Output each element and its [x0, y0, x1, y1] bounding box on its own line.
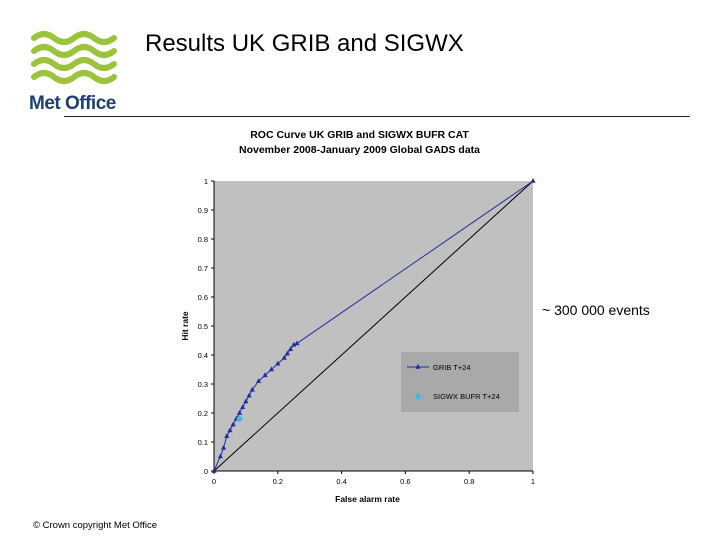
logo-waves-icon — [31, 31, 117, 84]
legend-grib-label: GRIB T+24 — [433, 363, 471, 372]
legend-sigwx-label: SIGWX BUFR T+24 — [433, 392, 500, 401]
copyright-notice: © Crown copyright Met Office — [33, 520, 158, 531]
x-tick-label: 0.2 — [273, 477, 283, 486]
grib-point — [224, 433, 230, 438]
grib-point — [236, 410, 243, 415]
grib-point — [284, 350, 290, 356]
x-tick-label: 0.4 — [336, 477, 346, 486]
chart-title: ROC Curve UK GRIB and SIGWX BUFR CAT — [250, 129, 469, 141]
title-divider — [64, 116, 690, 117]
logo-text: Met Office — [29, 93, 116, 114]
roc-chart: ROC Curve UK GRIB and SIGWX BUFR CAT Nove… — [180, 129, 536, 504]
y-tick-label: 0.7 — [198, 264, 208, 273]
grib-point — [530, 178, 536, 183]
chart-subtitle: November 2008-January 2009 Global GADS d… — [239, 144, 480, 156]
grib-point — [230, 421, 236, 427]
grib-point — [268, 366, 275, 372]
sigwx-point — [236, 415, 244, 423]
grib-point — [246, 392, 252, 398]
y-tick-label: 0.5 — [198, 322, 208, 331]
grib-point — [287, 346, 294, 351]
legend-grib-marker — [415, 364, 421, 369]
legend-sigwx-marker — [414, 393, 422, 400]
y-tick-label: 0.3 — [198, 380, 208, 389]
y-tick-label: 0 — [204, 467, 208, 476]
grib-point — [249, 386, 255, 392]
y-tick-label: 0.4 — [198, 351, 208, 360]
grib-point — [281, 354, 287, 360]
y-tick-label: 0.6 — [198, 293, 208, 302]
met-office-logo — [22, 20, 132, 120]
legend-box — [401, 352, 519, 412]
y-tick-label: 0.1 — [198, 438, 208, 447]
grib-point — [217, 453, 223, 459]
x-tick-label: 0 — [212, 477, 216, 486]
x-axis-label: False alarm rate — [335, 494, 400, 504]
events-annotation: ~ 300 000 events — [542, 302, 650, 318]
y-axis-label: Hit rate — [180, 311, 190, 341]
grib-point — [256, 378, 262, 383]
grib-point — [294, 340, 300, 346]
grib-point — [262, 372, 268, 378]
grib-point — [291, 341, 297, 347]
y-tick-label: 1 — [204, 177, 208, 186]
x-tick-label: 1 — [531, 477, 535, 486]
x-tick-label: 0.8 — [464, 477, 474, 486]
grib-point — [211, 468, 217, 473]
x-tick-label: 0.6 — [400, 477, 410, 486]
slide-title: Results UK GRIB and SIGWX — [145, 30, 464, 57]
diagonal-reference-line — [213, 180, 534, 472]
y-tick-label: 0.8 — [198, 235, 208, 244]
grib-point — [243, 398, 249, 404]
y-tick-label: 0.9 — [198, 206, 208, 215]
y-tick-label: 0.2 — [198, 409, 208, 418]
grib-point — [240, 404, 246, 409]
grib-point — [275, 360, 281, 366]
grib-point — [227, 427, 233, 433]
grib-series-line — [213, 180, 534, 472]
grib-point — [220, 444, 227, 450]
